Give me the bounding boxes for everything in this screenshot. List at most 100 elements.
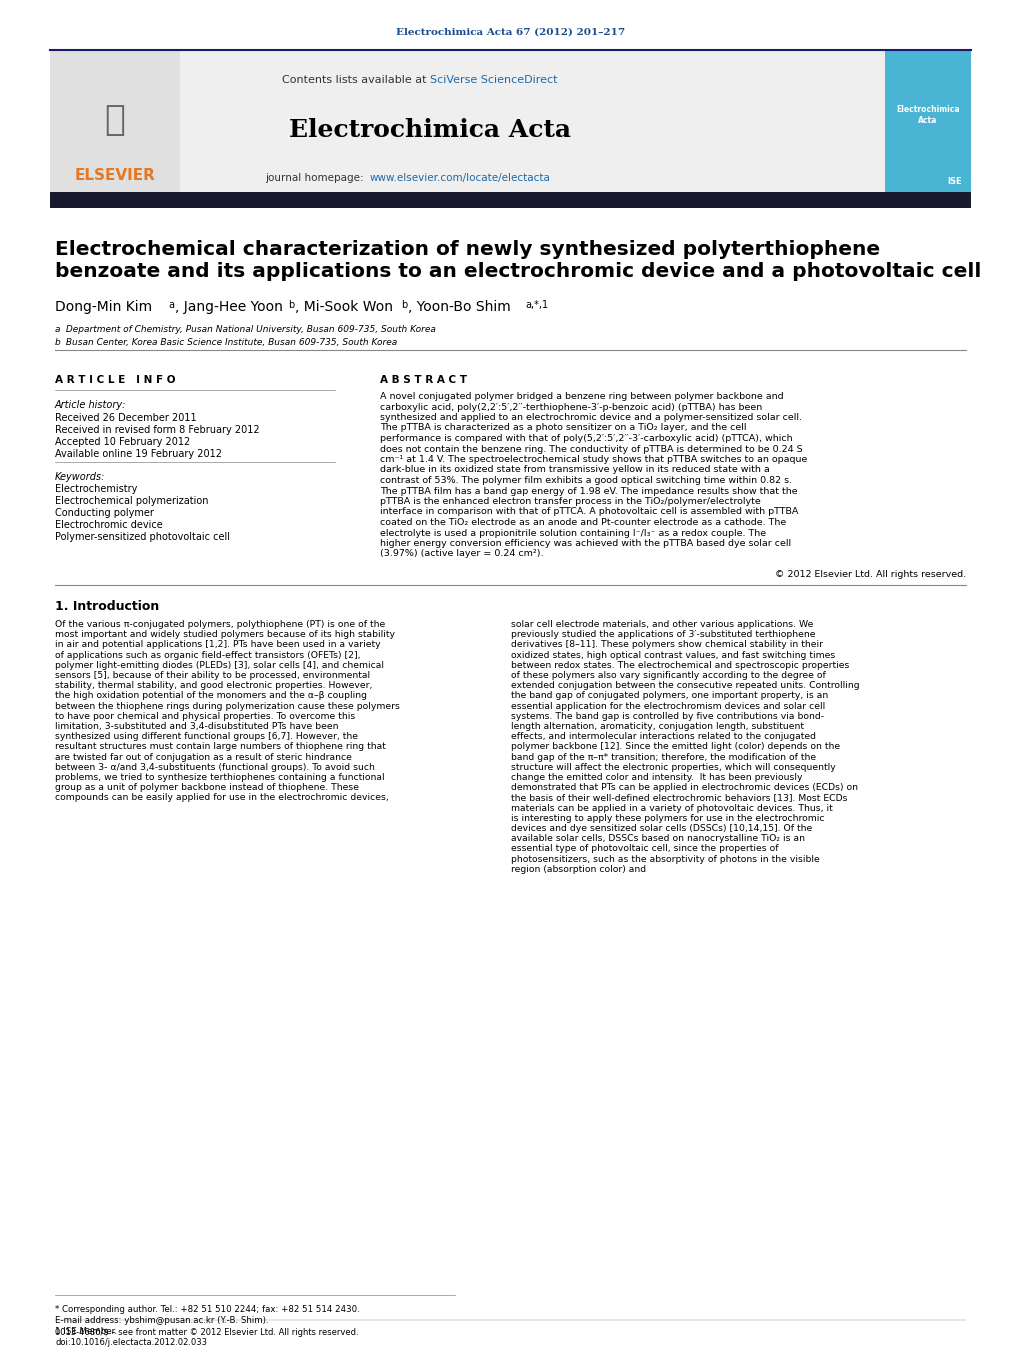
Text: The pTTBA is characterized as a photo sensitizer on a TiO₂ layer, and the cell: The pTTBA is characterized as a photo se…	[380, 423, 746, 432]
Text: photosensitizers, such as the absorptivity of photons in the visible: photosensitizers, such as the absorptivi…	[510, 855, 820, 863]
Text: sensors [5], because of their ability to be processed, environmental: sensors [5], because of their ability to…	[55, 671, 371, 680]
Text: 1. Introduction: 1. Introduction	[55, 600, 159, 613]
Text: extended conjugation between the consecutive repeated units. Controlling: extended conjugation between the consecu…	[510, 681, 860, 690]
Text: effects, and intermolecular interactions related to the conjugated: effects, and intermolecular interactions…	[510, 732, 816, 742]
Text: to have poor chemical and physical properties. To overcome this: to have poor chemical and physical prope…	[55, 712, 355, 721]
Text: ISE: ISE	[947, 177, 963, 186]
Text: b: b	[55, 338, 61, 347]
Text: the band gap of conjugated polymers, one important property, is an: the band gap of conjugated polymers, one…	[510, 692, 828, 700]
Text: band gap of the π–π* transition; therefore, the modification of the: band gap of the π–π* transition; therefo…	[510, 753, 816, 762]
Text: electrolyte is used a propionitrile solution containing I⁻/I₃⁻ as a redox couple: electrolyte is used a propionitrile solu…	[380, 528, 766, 538]
Text: structure will affect the electronic properties, which will consequently: structure will affect the electronic pro…	[510, 763, 836, 771]
Text: are twisted far out of conjugation as a result of steric hindrance: are twisted far out of conjugation as a …	[55, 753, 352, 762]
Text: Keywords:: Keywords:	[55, 471, 105, 482]
Text: the basis of their well-defined electrochromic behaviors [13]. Most ECDs: the basis of their well-defined electroc…	[510, 793, 847, 802]
Text: Polymer-sensitized photovoltaic cell: Polymer-sensitized photovoltaic cell	[55, 532, 230, 542]
Text: (3.97%) (active layer = 0.24 cm²).: (3.97%) (active layer = 0.24 cm²).	[380, 550, 543, 558]
Text: Electrochromic device: Electrochromic device	[55, 520, 162, 530]
Text: derivatives [8–11]. These polymers show chemical stability in their: derivatives [8–11]. These polymers show …	[510, 640, 823, 650]
Text: Of the various π-conjugated polymers, polythiophene (PT) is one of the: Of the various π-conjugated polymers, po…	[55, 620, 385, 630]
Text: available solar cells, DSSCs based on nanocrystalline TiO₂ is an: available solar cells, DSSCs based on na…	[510, 834, 805, 843]
Text: polymer backbone [12]. Since the emitted light (color) depends on the: polymer backbone [12]. Since the emitted…	[510, 743, 840, 751]
Text: dark-blue in its oxidized state from transmissive yellow in its reduced state wi: dark-blue in its oxidized state from tra…	[380, 466, 770, 474]
Text: previously studied the applications of 3′-substituted terthiophene: previously studied the applications of 3…	[510, 630, 816, 639]
Text: E-mail address: ybshim@pusan.ac.kr (Y.-B. Shim).: E-mail address: ybshim@pusan.ac.kr (Y.-B…	[55, 1316, 269, 1325]
Text: Electrochimica Acta 67 (2012) 201–217: Electrochimica Acta 67 (2012) 201–217	[396, 28, 626, 36]
Text: between redox states. The electrochemical and spectroscopic properties: between redox states. The electrochemica…	[510, 661, 849, 670]
Text: of applications such as organic field-effect transistors (OFETs) [2],: of applications such as organic field-ef…	[55, 651, 360, 659]
Text: Electrochemical polymerization: Electrochemical polymerization	[55, 496, 208, 507]
Text: b: b	[288, 300, 294, 309]
Text: Available online 19 February 2012: Available online 19 February 2012	[55, 449, 222, 459]
Text: performance is compared with that of poly(5,2′:5′,2′′-3′-carboxylic acid) (pTTCA: performance is compared with that of pol…	[380, 434, 792, 443]
Text: most important and widely studied polymers because of its high stability: most important and widely studied polyme…	[55, 630, 395, 639]
Text: A B S T R A C T: A B S T R A C T	[380, 376, 467, 385]
Bar	[50, 50, 180, 200]
Bar	[885, 50, 971, 200]
Text: Received 26 December 2011: Received 26 December 2011	[55, 413, 197, 423]
Text: Electrochimica Acta: Electrochimica Acta	[289, 118, 571, 142]
Text: synthesized using different functional groups [6,7]. However, the: synthesized using different functional g…	[55, 732, 358, 742]
Text: problems, we tried to synthesize terthiophenes containing a functional: problems, we tried to synthesize terthio…	[55, 773, 385, 782]
Text: The pTTBA film has a band gap energy of 1.98 eV. The impedance results show that: The pTTBA film has a band gap energy of …	[380, 486, 797, 496]
Text: between the thiophene rings during polymerization cause these polymers: between the thiophene rings during polym…	[55, 701, 400, 711]
Text: group as a unit of polymer backbone instead of thiophene. These: group as a unit of polymer backbone inst…	[55, 784, 359, 792]
Text: SciVerse ScienceDirect: SciVerse ScienceDirect	[430, 76, 557, 85]
Text: materials can be applied in a variety of photovoltaic devices. Thus, it: materials can be applied in a variety of…	[510, 804, 833, 812]
Text: www.elsevier.com/locate/electacta: www.elsevier.com/locate/electacta	[370, 173, 551, 182]
Text: devices and dye sensitized solar cells (DSSCs) [10,14,15]. Of the: devices and dye sensitized solar cells (…	[510, 824, 813, 834]
Text: * Corresponding author. Tel.: +82 51 510 2244; fax: +82 51 514 2430.: * Corresponding author. Tel.: +82 51 510…	[55, 1305, 359, 1315]
Text: the high oxidation potential of the monomers and the α–β coupling: the high oxidation potential of the mono…	[55, 692, 367, 700]
Text: limitation, 3-substituted and 3,4-disubstituted PTs have been: limitation, 3-substituted and 3,4-disubs…	[55, 721, 339, 731]
Text: compounds can be easily applied for use in the electrochromic devices,: compounds can be easily applied for use …	[55, 793, 389, 802]
Text: Accepted 10 February 2012: Accepted 10 February 2012	[55, 436, 190, 447]
Text: Busan Center, Korea Basic Science Institute, Busan 609-735, South Korea: Busan Center, Korea Basic Science Instit…	[63, 338, 397, 347]
Text: systems. The band gap is controlled by five contributions via bond-: systems. The band gap is controlled by f…	[510, 712, 824, 721]
Text: a: a	[55, 326, 60, 334]
Text: 0013-4686/$ – see front matter © 2012 Elsevier Ltd. All rights reserved.: 0013-4686/$ – see front matter © 2012 El…	[55, 1328, 358, 1337]
Text: does not contain the benzene ring. The conductivity of pTTBA is determined to be: does not contain the benzene ring. The c…	[380, 444, 803, 454]
Bar	[940, 155, 971, 200]
Text: interface in comparison with that of pTTCA. A photovoltaic cell is assembled wit: interface in comparison with that of pTT…	[380, 508, 798, 516]
Text: in air and potential applications [1,2]. PTs have been used in a variety: in air and potential applications [1,2].…	[55, 640, 381, 650]
Text: cm⁻¹ at 1.4 V. The spectroelectrochemical study shows that pTTBA switches to an : cm⁻¹ at 1.4 V. The spectroelectrochemica…	[380, 455, 808, 463]
Text: , Jang-Hee Yoon: , Jang-Hee Yoon	[175, 300, 283, 313]
Text: ELSEVIER: ELSEVIER	[75, 168, 155, 182]
Text: demonstrated that PTs can be applied in electrochromic devices (ECDs) on: demonstrated that PTs can be applied in …	[510, 784, 858, 792]
Text: Department of Chemistry, Pusan National University, Busan 609-735, South Korea: Department of Chemistry, Pusan National …	[63, 326, 436, 334]
Text: Conducting polymer: Conducting polymer	[55, 508, 154, 517]
Text: journal homepage:: journal homepage:	[265, 173, 367, 182]
Text: 🌳: 🌳	[104, 103, 126, 136]
Text: benzoate and its applications to an electrochromic device and a photovoltaic cel: benzoate and its applications to an elec…	[55, 262, 981, 281]
Bar	[50, 192, 971, 208]
Text: Dong-Min Kim: Dong-Min Kim	[55, 300, 152, 313]
Text: Contents lists available at: Contents lists available at	[282, 76, 430, 85]
Text: , Yoon-Bo Shim: , Yoon-Bo Shim	[408, 300, 510, 313]
Text: contrast of 53%. The polymer film exhibits a good optical switching time within : contrast of 53%. The polymer film exhibi…	[380, 476, 792, 485]
Text: of these polymers also vary significantly according to the degree of: of these polymers also vary significantl…	[510, 671, 826, 680]
Text: Electrochemical characterization of newly synthesized polyterthiophene: Electrochemical characterization of newl…	[55, 240, 880, 259]
Text: b: b	[401, 300, 407, 309]
Text: Received in revised form 8 February 2012: Received in revised form 8 February 2012	[55, 426, 259, 435]
Text: solar cell electrode materials, and other various applications. We: solar cell electrode materials, and othe…	[510, 620, 814, 630]
Text: A R T I C L E   I N F O: A R T I C L E I N F O	[55, 376, 176, 385]
Text: doi:10.1016/j.electacta.2012.02.033: doi:10.1016/j.electacta.2012.02.033	[55, 1337, 207, 1347]
Text: Electrochimica
Acta: Electrochimica Acta	[896, 105, 960, 124]
Text: © 2012 Elsevier Ltd. All rights reserved.: © 2012 Elsevier Ltd. All rights reserved…	[775, 570, 966, 580]
Text: carboxylic acid, poly(2,2′:5′,2′′-terthiophene-3′-p-benzoic acid) (pTTBA) has be: carboxylic acid, poly(2,2′:5′,2′′-terthi…	[380, 403, 763, 412]
Text: pTTBA is the enhanced electron transfer process in the TiO₂/polymer/electrolyte: pTTBA is the enhanced electron transfer …	[380, 497, 761, 507]
Text: length alternation, aromaticity, conjugation length, substituent: length alternation, aromaticity, conjuga…	[510, 721, 804, 731]
Text: 1 ISE Member.: 1 ISE Member.	[55, 1327, 117, 1336]
Text: synthesized and applied to an electrochromic device and a polymer-sensitized sol: synthesized and applied to an electrochr…	[380, 413, 803, 422]
Text: Electrochemistry: Electrochemistry	[55, 484, 138, 494]
Text: between 3- α/and 3,4-substituents (functional groups). To avoid such: between 3- α/and 3,4-substituents (funct…	[55, 763, 375, 771]
Text: oxidized states, high optical contrast values, and fast switching times: oxidized states, high optical contrast v…	[510, 651, 835, 659]
Text: resultant structures must contain large numbers of thiophene ring that: resultant structures must contain large …	[55, 743, 386, 751]
Text: Article history:: Article history:	[55, 400, 127, 409]
Text: is interesting to apply these polymers for use in the electrochromic: is interesting to apply these polymers f…	[510, 813, 825, 823]
Text: essential type of photovoltaic cell, since the properties of: essential type of photovoltaic cell, sin…	[510, 844, 778, 854]
Text: a,*,1: a,*,1	[525, 300, 548, 309]
Text: change the emitted color and intensity.  It has been previously: change the emitted color and intensity. …	[510, 773, 803, 782]
Text: essential application for the electrochromism devices and solar cell: essential application for the electrochr…	[510, 701, 825, 711]
Text: polymer light-emitting diodes (PLEDs) [3], solar cells [4], and chemical: polymer light-emitting diodes (PLEDs) [3…	[55, 661, 384, 670]
